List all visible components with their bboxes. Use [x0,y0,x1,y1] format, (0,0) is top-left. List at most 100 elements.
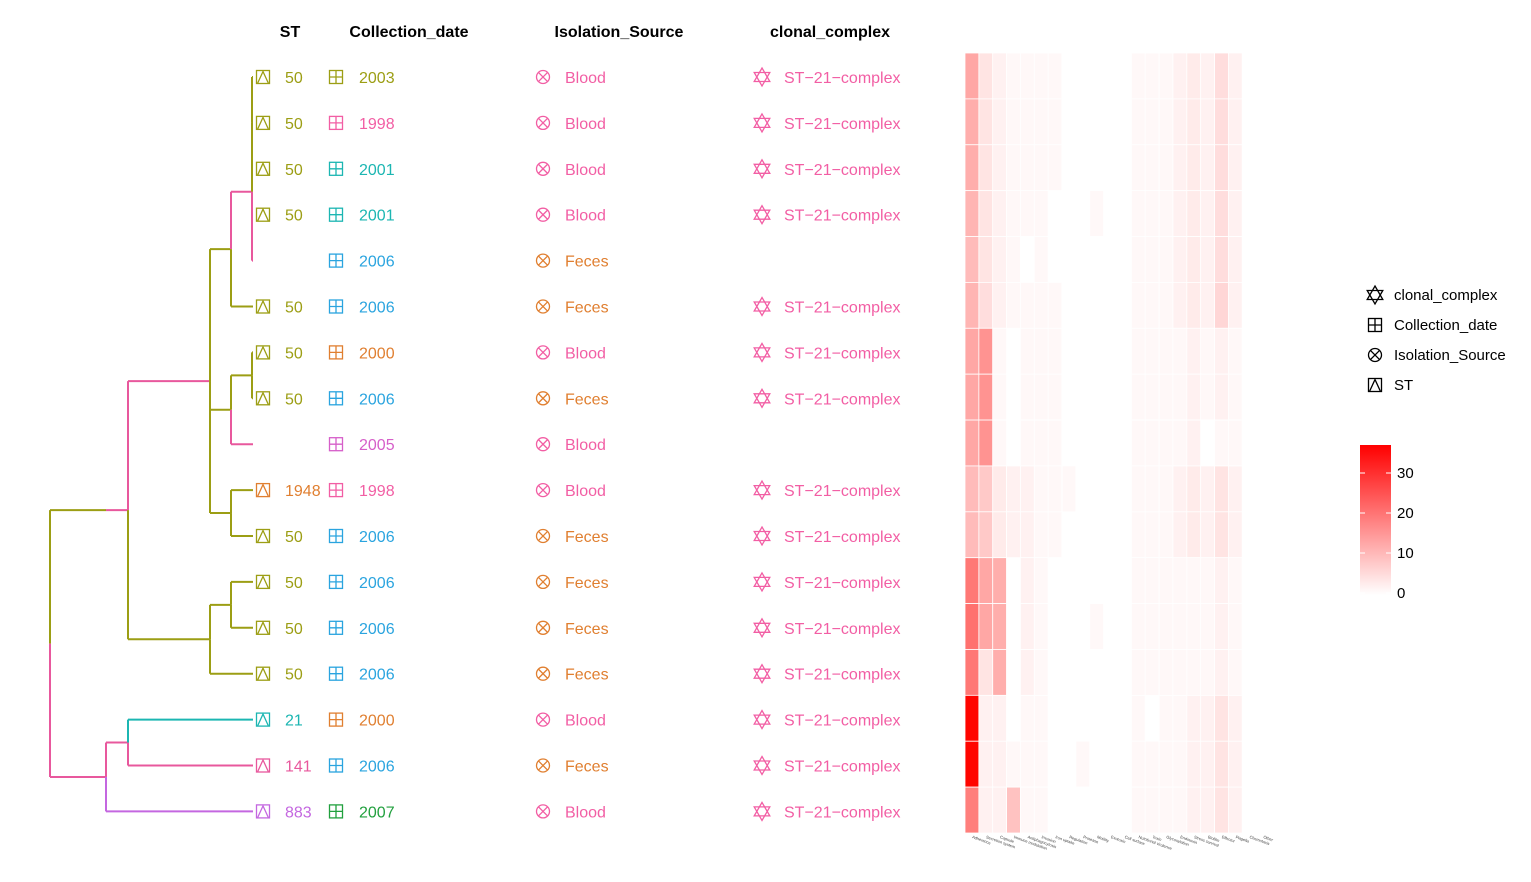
boxed-plus-icon [328,299,344,314]
circled-x-icon [535,391,551,406]
date-label: 2000 [359,713,395,730]
heatmap-cell [1255,465,1271,513]
source-label: Feces [565,621,609,638]
heatmap-cell [992,144,1007,192]
complex-label: ST−21−complex [784,391,901,408]
heatmap-cell [1255,98,1271,146]
complex-label: ST−21−complex [784,621,901,638]
legend-label: Collection_date [1394,317,1497,334]
heatmap-cell [1061,52,1077,100]
complex-label: ST−21−complex [784,162,901,179]
cross [537,117,549,129]
heatmap-cell [1130,419,1146,467]
plus [329,621,343,635]
heatmap-cell [1006,282,1021,329]
date-label: 2006 [359,621,395,638]
heatmap-cell [1130,190,1146,237]
date-label: 2006 [359,529,395,546]
heatmap-cell [1130,603,1146,650]
row: 883 2007 Blood ST−21−complex [255,801,901,822]
heatmap-cell [1144,282,1160,329]
triangle-down [753,622,771,639]
heatmap-cell [1117,557,1132,604]
heatmap-cell [1117,465,1132,513]
heatmap-cell [1006,236,1021,283]
plus [329,391,343,405]
heatmap-cell [1186,190,1202,237]
heatmap-cell [1172,419,1188,467]
heatmap-cell [1117,511,1132,559]
circle [535,482,551,498]
date-label: 1998 [359,116,395,133]
heatmap-cell [1144,419,1160,467]
heatmap-cell [1075,557,1091,604]
heatmap-column-label: Other [1263,834,1275,842]
heatmap-cell [1117,190,1132,237]
row: 50 2006 Feces ST−21−complex [255,525,901,547]
heatmap-cell [1214,282,1229,329]
heatmap-cell [1033,236,1049,283]
source-label: Feces [565,759,609,776]
heatmap-cell [1158,649,1174,696]
date-label: 1998 [359,483,395,500]
heatmap-cell [1255,649,1271,696]
heatmap-cell [964,694,980,742]
heatmap-cell [1103,373,1118,421]
heatmap-cell [1033,373,1049,421]
heatmap-cell [1200,603,1215,650]
plus [329,437,343,451]
heatmap-cell [1255,786,1271,834]
heatmap-cell [1158,144,1174,192]
boxed-plus-icon [328,620,344,635]
row: 141 2006 Feces ST−21−complex [255,755,901,776]
heatmap-column-label: Iron uptake [1055,834,1076,846]
plus [329,713,343,727]
heatmap-cell [1255,144,1271,192]
heatmap-cell [1241,98,1257,146]
heatmap-cell [1158,694,1174,742]
source-label: Blood [565,804,606,821]
triangle-down [753,393,771,409]
heatmap-cell [992,786,1007,834]
heatmap-cell [978,190,994,237]
plus [329,575,343,589]
heatmap-cell [1255,373,1271,421]
boxed-triangle-icon [255,482,271,498]
heatmap-cell [1228,144,1243,192]
triangle [256,574,270,589]
triangle [1368,377,1382,392]
heatmap-cell [1103,282,1118,329]
triangle-down [753,209,771,225]
heatmap-cell [1130,740,1146,788]
date-label: 2006 [359,254,395,271]
circle [535,437,551,452]
heatmap-cell [1117,144,1132,192]
heatmap-cell [1089,511,1105,559]
circle [535,115,551,131]
heatmap-cell [1200,511,1215,559]
source-label: Blood [565,437,606,454]
heatmap-cell [1020,419,1035,467]
heatmap-cell [1172,740,1188,788]
heatmap-column-label: Adherence [972,834,993,846]
heatmap-cell [1214,144,1229,192]
triangle-up [753,801,771,817]
heatmap-cell [1172,327,1188,375]
plus [329,529,343,543]
heatmap-cell [1020,511,1035,559]
heatmap-cell [1075,511,1091,559]
heatmap-cell [1172,603,1188,650]
heatmap-cell [1006,740,1021,788]
row: 50 2001 Blood ST−21−complex [255,158,901,180]
triangle-down [753,484,771,501]
heatmap-cell [1117,694,1132,742]
circle [1367,347,1383,363]
heatmap-cell [1103,649,1118,696]
heatmap-cell [1020,465,1035,513]
heatmap-cell [1061,786,1077,834]
heatmap-cell [1020,649,1035,696]
triangle-down [753,530,771,547]
heatmap-cell [1228,511,1243,559]
triangle-down [753,163,771,180]
